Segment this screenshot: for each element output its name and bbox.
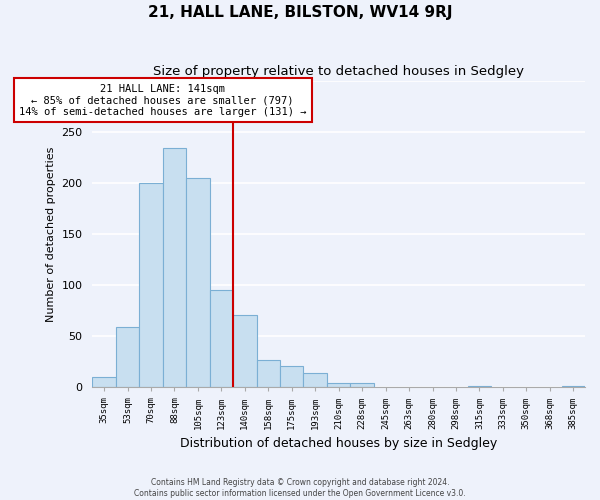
Bar [233,315,257,388]
Bar [92,377,116,388]
Title: Size of property relative to detached houses in Sedgley: Size of property relative to detached ho… [153,65,524,78]
Text: Contains HM Land Registry data © Crown copyright and database right 2024.
Contai: Contains HM Land Registry data © Crown c… [134,478,466,498]
Bar [350,384,374,388]
Y-axis label: Number of detached properties: Number of detached properties [46,146,56,322]
Bar [139,183,163,388]
Bar [304,373,327,388]
Bar [209,290,233,388]
Bar [327,384,350,388]
Bar [467,386,491,388]
Bar [257,360,280,388]
Text: 21, HALL LANE, BILSTON, WV14 9RJ: 21, HALL LANE, BILSTON, WV14 9RJ [148,5,452,20]
Bar [562,386,585,388]
Bar [116,327,139,388]
X-axis label: Distribution of detached houses by size in Sedgley: Distribution of detached houses by size … [180,437,497,450]
Text: 21 HALL LANE: 141sqm
← 85% of detached houses are smaller (797)
14% of semi-deta: 21 HALL LANE: 141sqm ← 85% of detached h… [19,84,307,117]
Bar [280,366,304,388]
Bar [163,148,186,388]
Bar [186,178,209,388]
